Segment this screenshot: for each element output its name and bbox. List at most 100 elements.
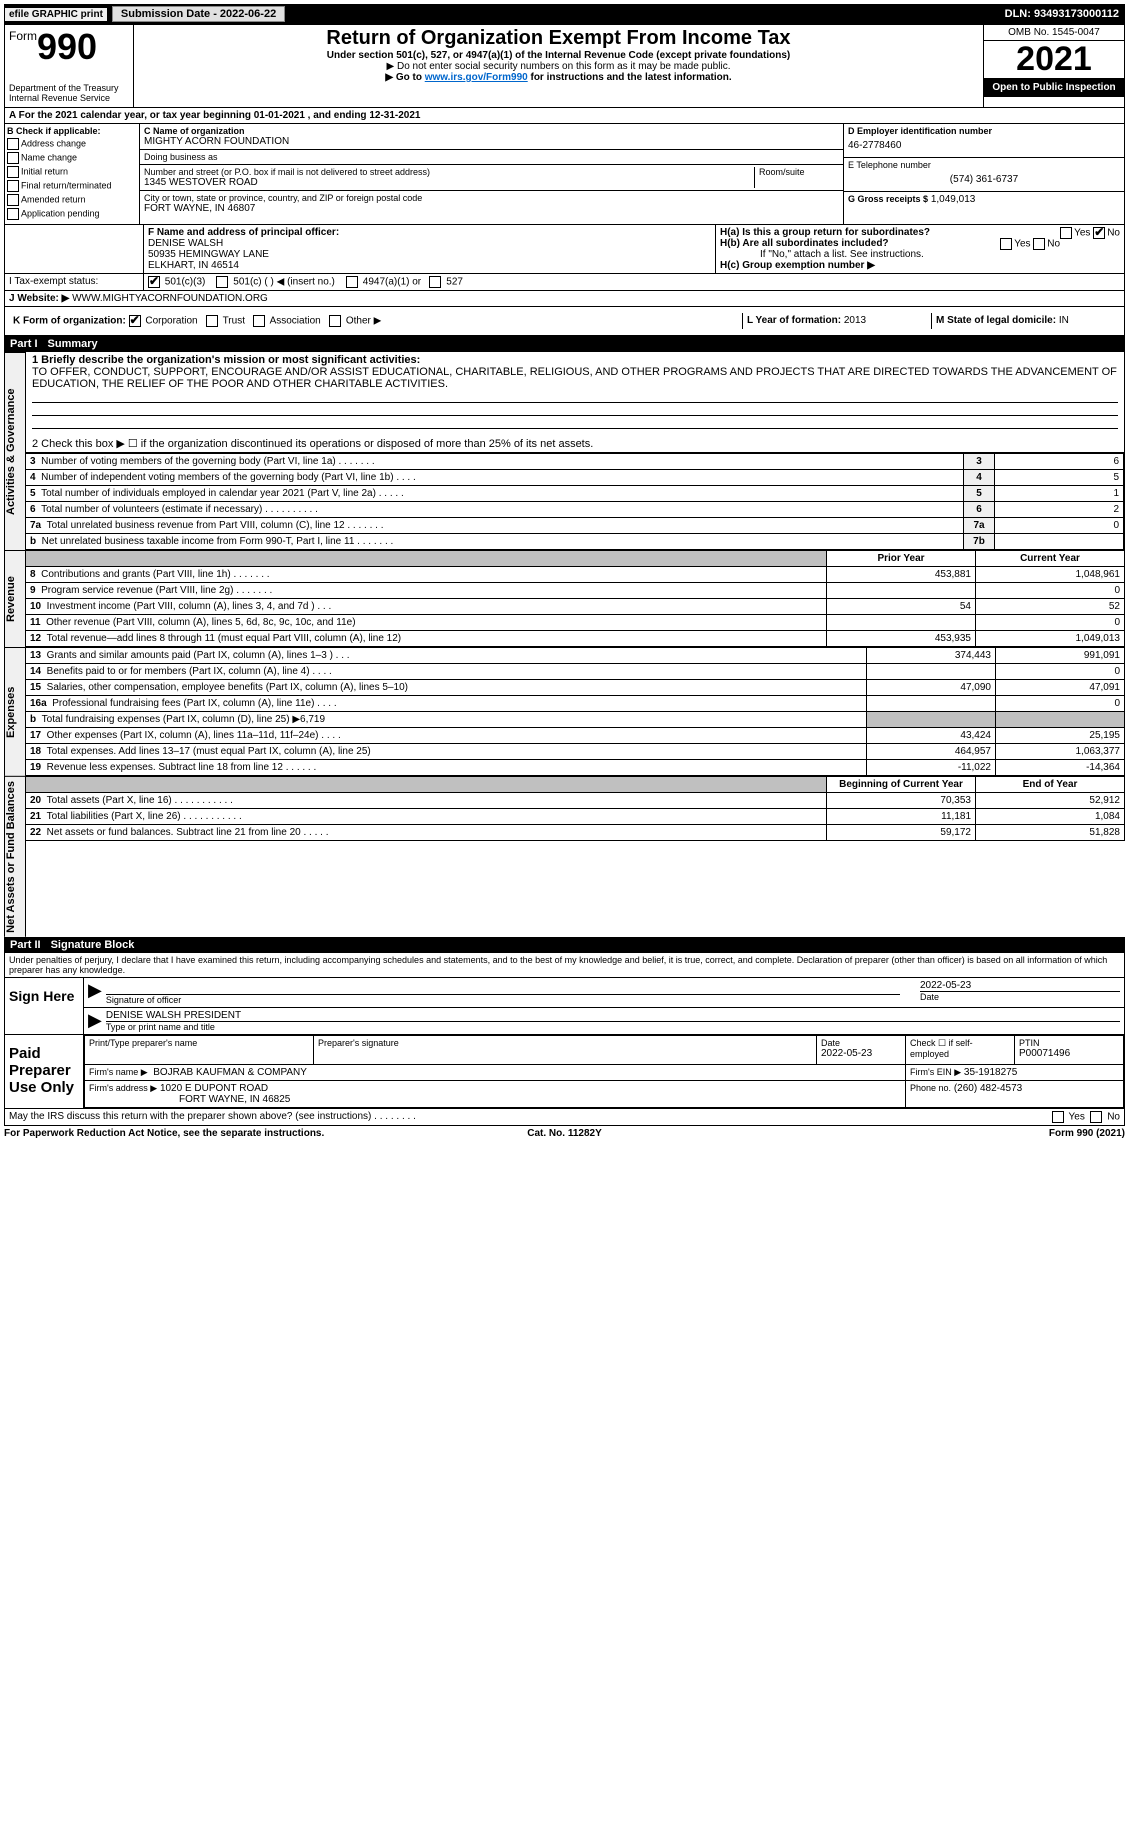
officer-typed-name: DENISE WALSH PRESIDENT: [106, 1010, 1120, 1021]
exp-section: Expenses 13 Grants and similar amounts p…: [4, 647, 1125, 776]
hb-note: If "No," attach a list. See instructions…: [720, 249, 1120, 260]
opt-trust: Trust: [223, 316, 245, 327]
table-row: 21 Total liabilities (Part X, line 26) .…: [26, 809, 1125, 825]
submission-date-button[interactable]: Submission Date - 2022-06-22: [112, 6, 285, 22]
footer-right: Form 990 (2021): [751, 1128, 1125, 1139]
chk-final-return[interactable]: [7, 180, 19, 192]
opt-amended-return: Amended return: [21, 194, 86, 204]
self-employed-label: Check ☐ if self-employed: [906, 1035, 1015, 1064]
chk-amended-return[interactable]: [7, 194, 19, 206]
room-label: Room/suite: [759, 167, 839, 177]
i-row: I Tax-exempt status: 501(c)(3) 501(c) ( …: [4, 274, 1125, 291]
box-b: B Check if applicable: Address change Na…: [4, 124, 140, 225]
table-row: 4 Number of independent voting members o…: [26, 470, 1124, 486]
omb-number: OMB No. 1545-0047: [984, 25, 1124, 41]
chk-may-no[interactable]: [1090, 1111, 1102, 1123]
table-row: 15 Salaries, other compensation, employe…: [26, 680, 1125, 696]
chk-corp[interactable]: [129, 315, 141, 327]
may-no: No: [1107, 1111, 1120, 1122]
ein-value: 46-2778460: [848, 136, 1120, 155]
chk-assoc[interactable]: [253, 315, 265, 327]
chk-address-change[interactable]: [7, 138, 19, 150]
tab-revenue: Revenue: [4, 550, 26, 647]
chk-name-change[interactable]: [7, 152, 19, 164]
ptin-label: PTIN: [1019, 1038, 1119, 1048]
opt-name-change: Name change: [21, 152, 77, 162]
opt-527: 527: [446, 277, 463, 288]
tab-governance: Activities & Governance: [4, 352, 26, 550]
hb-no: No: [1047, 239, 1060, 250]
exp-table: 13 Grants and similar amounts paid (Part…: [26, 647, 1125, 776]
table-row: 13 Grants and similar amounts paid (Part…: [26, 648, 1125, 664]
p-name-label: Print/Type preparer's name: [89, 1038, 309, 1048]
table-row: 10 Investment income (Part VIII, column …: [26, 599, 1125, 615]
ha-label: H(a) Is this a group return for subordin…: [720, 227, 930, 238]
table-row: 8 Contributions and grants (Part VIII, l…: [26, 567, 1125, 583]
tax-year: 2021: [984, 41, 1124, 78]
dept-label: Department of the Treasury Internal Reve…: [9, 83, 129, 103]
table-row: 6 Total number of volunteers (estimate i…: [26, 502, 1124, 518]
opt-501c3: 501(c)(3): [165, 277, 206, 288]
street-value: 1345 WESTOVER ROAD: [144, 177, 754, 188]
gross-receipts: 1,049,013: [931, 194, 976, 205]
goto-post: for instructions and the latest informat…: [528, 72, 732, 83]
ptin-value: P00071496: [1019, 1048, 1119, 1059]
chk-4947[interactable]: [346, 276, 358, 288]
box-b-title: B Check if applicable:: [7, 126, 137, 136]
chk-other[interactable]: [329, 315, 341, 327]
m-value: IN: [1059, 315, 1069, 326]
part2-num: Part II: [10, 939, 51, 951]
street-label: Number and street (or P.O. box if mail i…: [144, 167, 754, 177]
hc-label: H(c) Group exemption number ▶: [720, 260, 1120, 271]
rev-section: Revenue Prior YearCurrent Year8 Contribu…: [4, 550, 1125, 647]
chk-initial-return[interactable]: [7, 166, 19, 178]
tab-net-assets: Net Assets or Fund Balances: [4, 776, 26, 937]
officer-addr1: 50935 HEMINGWAY LANE: [148, 249, 711, 260]
city-label: City or town, state or province, country…: [144, 193, 839, 203]
sig-arrow-icon-2: ▶: [88, 1010, 102, 1032]
m-label: M State of legal domicile:: [936, 315, 1056, 326]
chk-may-yes[interactable]: [1052, 1111, 1064, 1123]
line-a: A For the 2021 calendar year, or tax yea…: [4, 108, 1125, 124]
table-row: 20 Total assets (Part X, line 16) . . . …: [26, 793, 1125, 809]
opt-final-return: Final return/terminated: [21, 180, 112, 190]
rev-table: Prior YearCurrent Year8 Contributions an…: [26, 550, 1125, 647]
form-header: Form990 Department of the Treasury Inter…: [4, 24, 1125, 108]
table-row: b Net unrelated business taxable income …: [26, 534, 1124, 550]
table-row: 17 Other expenses (Part IX, column (A), …: [26, 728, 1125, 744]
footer-left: For Paperwork Reduction Act Notice, see …: [4, 1128, 378, 1139]
table-row: 5 Total number of individuals employed i…: [26, 486, 1124, 502]
irs-link[interactable]: www.irs.gov/Form990: [425, 72, 528, 83]
opt-address-change: Address change: [21, 138, 86, 148]
chk-ha-no[interactable]: [1093, 227, 1105, 239]
chk-501c3[interactable]: [148, 276, 160, 288]
part2-header: Part II Signature Block: [4, 937, 1125, 953]
gov-table: 3 Number of voting members of the govern…: [26, 453, 1124, 550]
chk-ha-yes[interactable]: [1060, 227, 1072, 239]
city-value: FORT WAYNE, IN 46807: [144, 203, 839, 214]
sign-here-label: Sign Here: [5, 978, 84, 1034]
chk-application-pending[interactable]: [7, 208, 19, 220]
table-row: 22 Net assets or fund balances. Subtract…: [26, 825, 1125, 841]
chk-hb-yes[interactable]: [1000, 238, 1012, 250]
may-yes: Yes: [1069, 1111, 1085, 1122]
officer-name: DENISE WALSH: [148, 238, 711, 249]
opt-assoc: Association: [270, 316, 321, 327]
chk-trust[interactable]: [206, 315, 218, 327]
k-label: K Form of organization:: [13, 316, 126, 327]
l1-label: 1 Briefly describe the organization's mi…: [32, 354, 1118, 366]
efile-label: efile GRAPHIC print: [4, 7, 108, 22]
ha-yes: Yes: [1074, 228, 1090, 239]
paid-preparer-label: Paid Preparer Use Only: [5, 1035, 84, 1108]
chk-501c[interactable]: [216, 276, 228, 288]
sig-officer-label: Signature of officer: [106, 994, 900, 1005]
table-row: 7a Total unrelated business revenue from…: [26, 518, 1124, 534]
box-c: C Name of organization MIGHTY ACORN FOUN…: [140, 124, 844, 225]
p-date-label: Date: [821, 1038, 901, 1048]
chk-527[interactable]: [429, 276, 441, 288]
table-row: 3 Number of voting members of the govern…: [26, 454, 1124, 470]
opt-other: Other ▶: [346, 316, 381, 327]
chk-hb-no[interactable]: [1033, 238, 1045, 250]
l-label: L Year of formation:: [747, 315, 841, 326]
part1-title: Summary: [48, 338, 98, 350]
